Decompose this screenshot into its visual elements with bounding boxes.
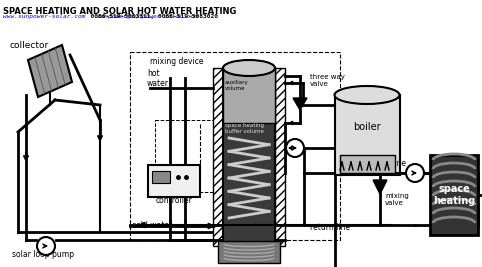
Text: www.sunpower-solar.com   sunpower@sunpower-solar.com: www.sunpower-solar.com sunpower@sunpower… <box>3 14 198 19</box>
Text: collector: collector <box>10 41 49 50</box>
Text: SPACE HEATING AND SOLAR HOT WATER HEATING: SPACE HEATING AND SOLAR HOT WATER HEATIN… <box>3 7 236 16</box>
Text: cold water: cold water <box>132 221 172 230</box>
Bar <box>430 155 478 235</box>
Ellipse shape <box>335 86 400 104</box>
Bar <box>152 171 170 183</box>
Polygon shape <box>293 98 307 110</box>
Bar <box>335 95 400 175</box>
Text: boiler: boiler <box>353 122 381 132</box>
Circle shape <box>406 164 424 182</box>
Text: mixing device: mixing device <box>150 57 203 66</box>
Polygon shape <box>373 180 387 194</box>
Circle shape <box>286 139 304 157</box>
Text: three way
valve: three way valve <box>310 74 345 87</box>
Bar <box>223 68 275 246</box>
Text: space heating
buffer volume: space heating buffer volume <box>225 123 264 134</box>
Text: auxiliary
volume: auxiliary volume <box>225 80 249 91</box>
Text: solar loop pump: solar loop pump <box>12 250 74 259</box>
Bar <box>213 68 223 246</box>
Bar <box>155 120 215 192</box>
Text: return line: return line <box>310 223 350 232</box>
Bar <box>218 241 280 263</box>
Bar <box>130 52 340 240</box>
Polygon shape <box>28 45 72 97</box>
Circle shape <box>37 237 55 255</box>
Text: controller: controller <box>156 196 192 205</box>
Bar <box>148 165 200 197</box>
Text: space
heating: space heating <box>433 184 475 206</box>
Text: 0086-519-5083311, 0086-519-5083020: 0086-519-5083311, 0086-519-5083020 <box>83 14 218 19</box>
Text: hot
water: hot water <box>147 69 169 88</box>
Bar <box>223 68 275 123</box>
Bar <box>275 68 285 246</box>
Text: forward line: forward line <box>360 159 406 168</box>
Bar <box>340 155 395 173</box>
Ellipse shape <box>223 60 275 76</box>
Text: mixing
valve: mixing valve <box>385 193 409 206</box>
